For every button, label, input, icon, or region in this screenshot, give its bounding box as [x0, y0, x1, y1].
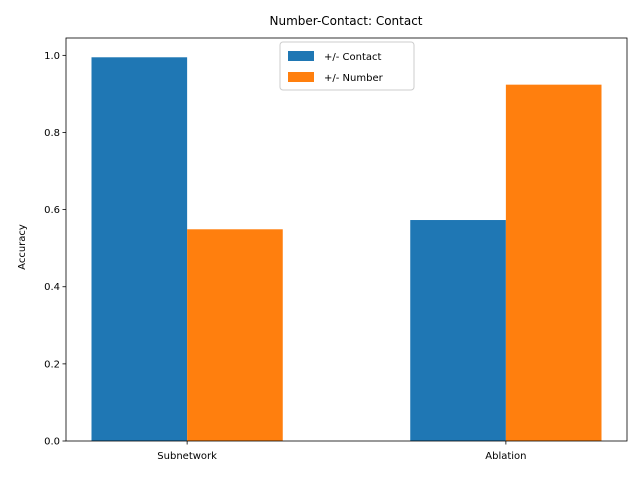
axes-group — [65, 37, 628, 442]
bars-group — [91, 57, 602, 442]
x-tick-label: Subnetwork — [157, 451, 217, 462]
legend-label: +/- Number — [324, 73, 384, 84]
y-ticks-group: 0.0 0.2 0.4 0.6 0.8 1.0 — [44, 51, 66, 448]
bar-contact-subnetwork — [91, 57, 188, 442]
bar-contact-ablation — [410, 220, 506, 441]
y-axis-label: Accuracy — [17, 224, 28, 270]
chart-title: Number-Contact: Contact — [270, 14, 423, 28]
legend: +/- Contact +/- Number — [279, 41, 415, 91]
y-tick-label: 0.0 — [44, 437, 60, 448]
y-tick-label: 0.4 — [44, 282, 60, 293]
x-tick-label: Ablation — [485, 451, 526, 462]
legend-swatch — [288, 51, 314, 61]
legend-label: +/- Contact — [324, 52, 382, 63]
plot-frame — [65, 37, 628, 442]
legend-swatch — [288, 72, 314, 82]
bar-number-subnetwork — [187, 229, 283, 441]
bar-number-ablation — [505, 84, 602, 442]
y-tick-label: 0.6 — [44, 205, 60, 216]
x-ticks-group: Subnetwork Ablation — [157, 441, 527, 462]
y-tick-label: 0.8 — [44, 128, 60, 139]
y-tick-label: 0.2 — [44, 359, 60, 370]
y-tick-label: 1.0 — [44, 51, 60, 62]
